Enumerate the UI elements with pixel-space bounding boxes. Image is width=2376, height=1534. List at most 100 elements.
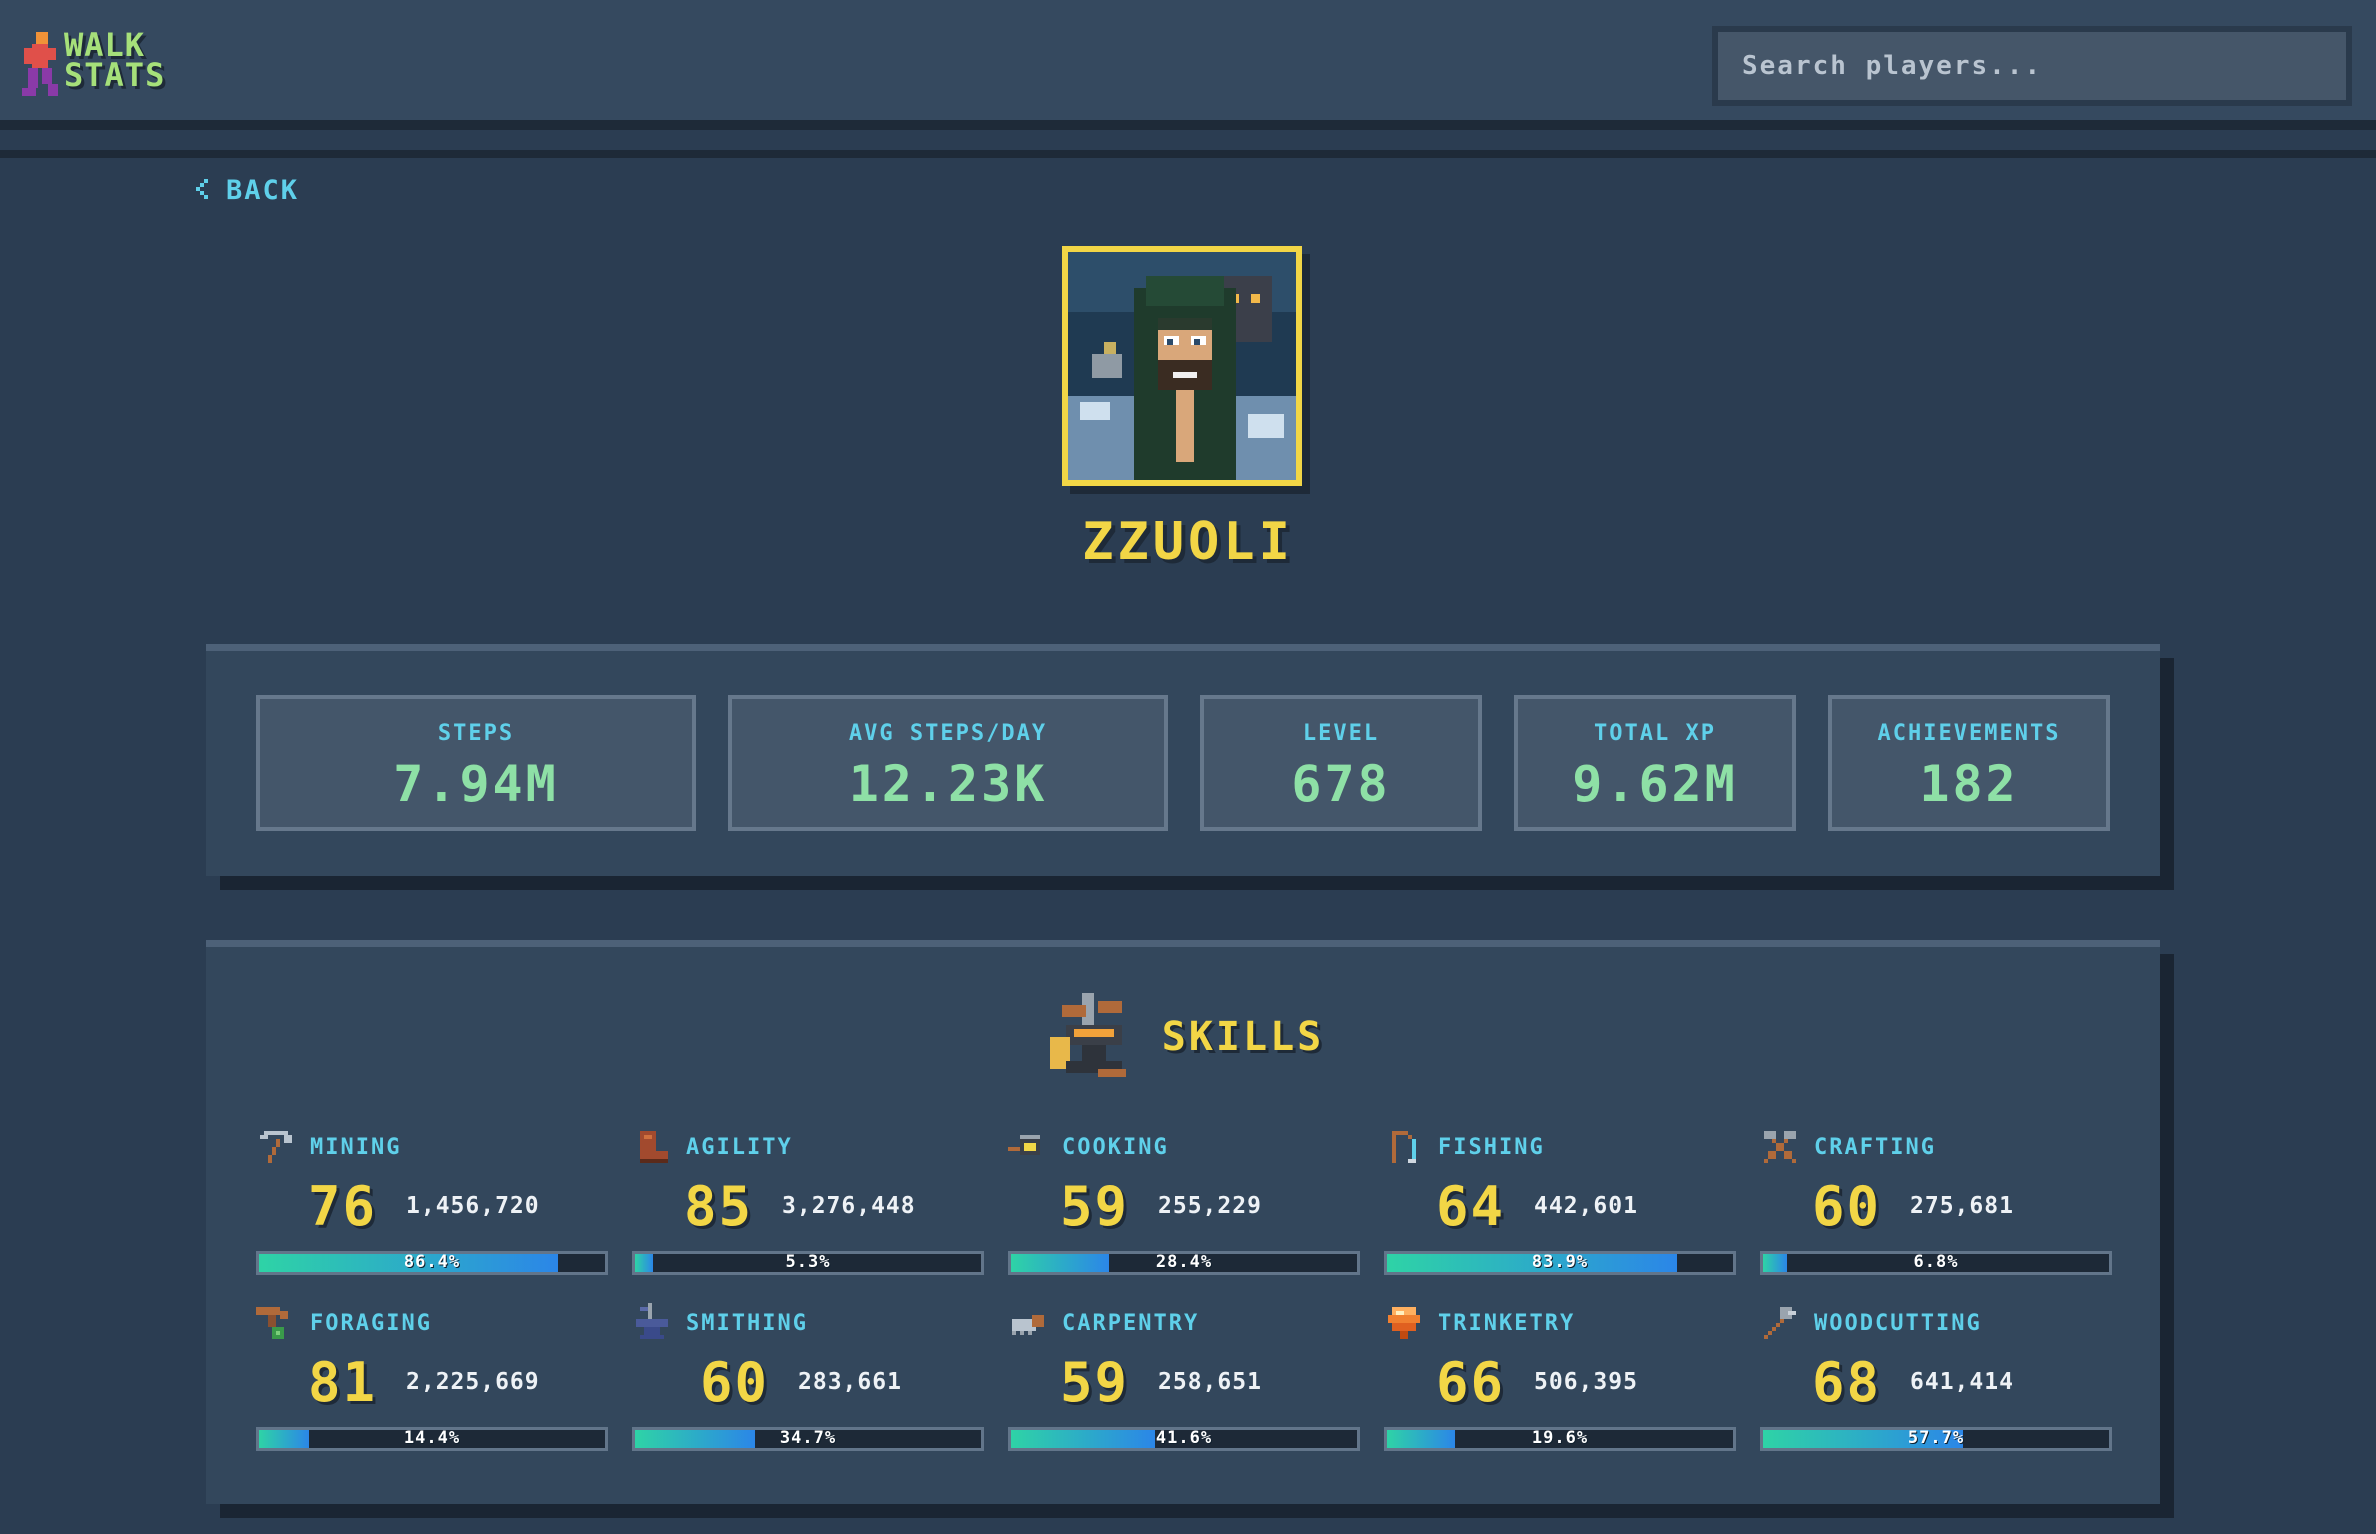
skill-progress-bar: 86.4%	[256, 1251, 608, 1275]
skill-xp: 283,661	[798, 1369, 902, 1395]
search-input[interactable]	[1718, 32, 2346, 100]
frying-pan-icon	[1008, 1135, 1040, 1155]
skill-name: FORAGING	[310, 1310, 432, 1336]
skill-xp: 3,276,448	[782, 1193, 916, 1219]
gem-icon	[1388, 1307, 1420, 1339]
skill-name: MINING	[310, 1134, 402, 1160]
skill-progress-label: 6.8%	[1913, 1252, 1959, 1272]
skill-progress-fill	[1763, 1254, 1787, 1272]
walkstats-logo[interactable]: WALK STATS	[20, 26, 190, 102]
skill-progress-fill	[1011, 1430, 1155, 1448]
skill-progress-label: 28.4%	[1155, 1252, 1213, 1272]
skill-progress-label: 34.7%	[779, 1428, 837, 1448]
stat-value: 7.94M	[393, 755, 559, 813]
walking-figure-icon	[22, 32, 58, 96]
anvil-small-icon	[636, 1303, 668, 1339]
skill-progress-bar: 6.8%	[1760, 1251, 2112, 1275]
chevron-left-icon	[196, 179, 208, 199]
skill-trinketry[interactable]: TRINKETRY 66 506,395 19.6%	[1384, 1303, 1736, 1463]
skills-panel: SKILLS MINING 76 1,456,720 86.4% AGILITY…	[206, 940, 2160, 1504]
skill-name: COOKING	[1062, 1134, 1169, 1160]
skill-progress-label: 41.6%	[1155, 1428, 1213, 1448]
skill-level: 81	[308, 1351, 378, 1414]
skill-progress-label: 83.9%	[1531, 1252, 1589, 1272]
skill-level: 66	[1436, 1351, 1506, 1414]
skill-xp: 442,601	[1534, 1193, 1638, 1219]
skill-level: 76	[308, 1175, 378, 1238]
skill-level: 59	[1060, 1351, 1130, 1414]
skill-progress-label: 57.7%	[1907, 1428, 1965, 1448]
skill-xp: 1,456,720	[406, 1193, 540, 1219]
skill-xp: 2,225,669	[406, 1369, 540, 1395]
skill-progress-fill	[1387, 1254, 1678, 1272]
skills-header: SKILLS	[206, 987, 2160, 1087]
back-button[interactable]: BACK	[196, 172, 299, 208]
skill-mining[interactable]: MINING 76 1,456,720 86.4%	[256, 1127, 608, 1287]
skill-name: SMITHING	[686, 1310, 808, 1336]
skill-level: 59	[1060, 1175, 1130, 1238]
logo-wordmark: WALK STATS	[64, 26, 166, 94]
skill-name: TRINKETRY	[1438, 1310, 1576, 1336]
skill-level: 85	[684, 1175, 754, 1238]
skill-progress-fill	[259, 1254, 558, 1272]
skill-progress-fill	[1387, 1430, 1455, 1448]
boot-icon	[640, 1131, 668, 1163]
stat-card-avg-steps: AVG STEPS/DAY 12.23K	[728, 695, 1168, 831]
stat-card-total-xp: TOTAL XP 9.62M	[1514, 695, 1796, 831]
skill-progress-fill	[635, 1254, 654, 1272]
stat-value: 182	[1919, 755, 2019, 813]
header-divider	[0, 150, 2376, 158]
axe-icon	[1764, 1307, 1796, 1339]
skill-name: CARPENTRY	[1062, 1310, 1200, 1336]
skill-progress-label: 19.6%	[1531, 1428, 1589, 1448]
skill-fishing[interactable]: FISHING 64 442,601 83.9%	[1384, 1127, 1736, 1287]
skill-progress-fill	[259, 1430, 309, 1448]
skill-name: CRAFTING	[1814, 1134, 1936, 1160]
skill-progress-bar: 57.7%	[1760, 1427, 2112, 1451]
skill-woodcutting[interactable]: WOODCUTTING 68 641,414 57.7%	[1760, 1303, 2112, 1463]
skill-crafting[interactable]: CRAFTING 60 275,681 6.8%	[1760, 1127, 2112, 1287]
skill-xp: 255,229	[1158, 1193, 1262, 1219]
skill-agility[interactable]: AGILITY 85 3,276,448 5.3%	[632, 1127, 984, 1287]
skill-cooking[interactable]: COOKING 59 255,229 28.4%	[1008, 1127, 1360, 1287]
crossed-tools-icon	[1764, 1131, 1796, 1163]
skill-carpentry[interactable]: CARPENTRY 59 258,651 41.6%	[1008, 1303, 1360, 1463]
skill-foraging[interactable]: FORAGING 81 2,225,669 14.4%	[256, 1303, 608, 1463]
skill-name: WOODCUTTING	[1814, 1310, 1982, 1336]
pickaxe-icon	[260, 1131, 292, 1163]
skill-level: 60	[700, 1351, 770, 1414]
skill-xp: 641,414	[1910, 1369, 2014, 1395]
skill-level: 68	[1812, 1351, 1882, 1414]
skill-xp: 275,681	[1910, 1193, 2014, 1219]
skill-name: FISHING	[1438, 1134, 1545, 1160]
stat-value: 12.23K	[848, 755, 1048, 813]
skill-progress-bar: 34.7%	[632, 1427, 984, 1451]
skill-level: 64	[1436, 1175, 1506, 1238]
back-label: BACK	[226, 174, 300, 206]
stat-label: ACHIEVEMENTS	[1877, 721, 2061, 746]
saw-icon	[1012, 1315, 1044, 1335]
skill-progress-bar: 14.4%	[256, 1427, 608, 1451]
search-box[interactable]	[1712, 26, 2352, 106]
stat-value: 9.62M	[1572, 755, 1738, 813]
skill-smithing[interactable]: SMITHING 60 283,661 34.7%	[632, 1303, 984, 1463]
stat-card-achievements: ACHIEVEMENTS 182	[1828, 695, 2110, 831]
avatar	[1062, 246, 1302, 486]
skill-xp: 258,651	[1158, 1369, 1262, 1395]
skill-progress-fill	[635, 1430, 756, 1448]
stat-card-steps: STEPS 7.94M	[256, 695, 696, 831]
anvil-icon	[1049, 993, 1126, 1077]
skill-progress-label: 14.4%	[403, 1428, 461, 1448]
shovel-icon	[256, 1307, 288, 1339]
skill-progress-label: 86.4%	[403, 1252, 461, 1272]
stat-label: LEVEL	[1302, 721, 1380, 746]
top-header: WALK STATS	[0, 0, 2376, 130]
skill-progress-fill	[1763, 1430, 1963, 1448]
stat-label: TOTAL XP	[1594, 721, 1716, 746]
skill-progress-bar: 83.9%	[1384, 1251, 1736, 1275]
skill-progress-label: 5.3%	[785, 1252, 831, 1272]
skills-title: SKILLS	[1161, 1014, 1325, 1060]
skill-level: 60	[1812, 1175, 1882, 1238]
skill-progress-bar: 41.6%	[1008, 1427, 1360, 1451]
player-avatar-image	[1068, 252, 1296, 480]
